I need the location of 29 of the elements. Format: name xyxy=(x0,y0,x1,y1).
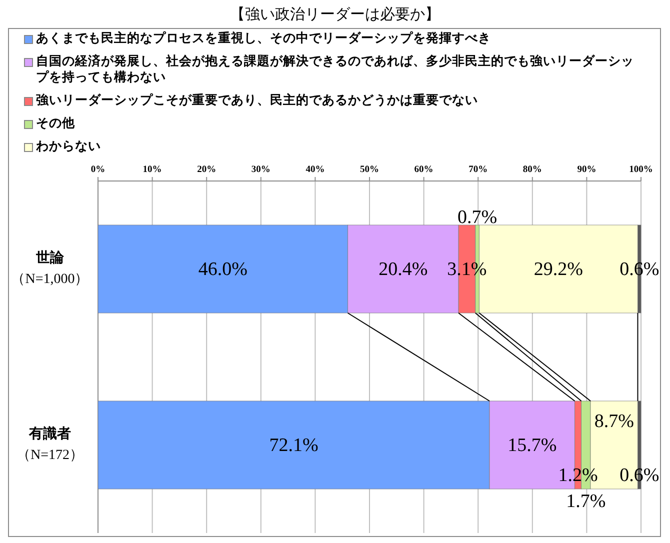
data-label: 1.7% xyxy=(566,491,606,512)
data-label: 20.4% xyxy=(378,259,428,280)
x-tick-label: 60% xyxy=(414,165,434,175)
y-tick-label: 有識者（N=172） xyxy=(15,425,84,465)
legend-label: その他 xyxy=(36,115,75,131)
x-tick-label: 10% xyxy=(142,165,162,175)
data-label: 8.7% xyxy=(594,411,634,432)
x-tick-label: 0% xyxy=(90,165,106,175)
x-tick-label: 40% xyxy=(306,165,325,175)
data-label: 3.1% xyxy=(447,259,487,280)
data-label: 29.2% xyxy=(534,259,584,280)
data-label: 72.1% xyxy=(269,435,318,456)
legend-label: わからない xyxy=(36,138,101,154)
x-tick-label: 20% xyxy=(197,165,216,175)
data-label: 1.2% xyxy=(558,465,598,486)
data-label: 46.0% xyxy=(198,259,248,280)
legend-label: 自国の経済が発展し、社会が抱える課題が解決できるのであれば、多少非民主的でも強いリーダーシップを持っても構わない xyxy=(36,53,635,85)
data-label: 0.7% xyxy=(457,207,498,228)
x-tick-label: 70% xyxy=(468,165,488,175)
x-tick-label: 50% xyxy=(360,165,379,175)
legend-label: あくまでも民主的なプロセスを重視し、その中でリーダーシップを発揮すべき xyxy=(36,30,491,46)
data-label: 15.7% xyxy=(508,435,557,456)
y-tick-label: 世論（N=1,000） xyxy=(10,249,90,289)
x-tick-label: 30% xyxy=(251,165,270,175)
chart-title: 【強い政治リーダーは必要か】 xyxy=(230,6,440,23)
x-tick-label: 100% xyxy=(629,165,653,175)
x-tick-label: 80% xyxy=(522,165,542,175)
legend-label: 強いリーダーシップこそが重要であり、民主的であるかどうかは重要でない xyxy=(36,92,478,108)
x-tick-label: 90% xyxy=(577,165,596,175)
